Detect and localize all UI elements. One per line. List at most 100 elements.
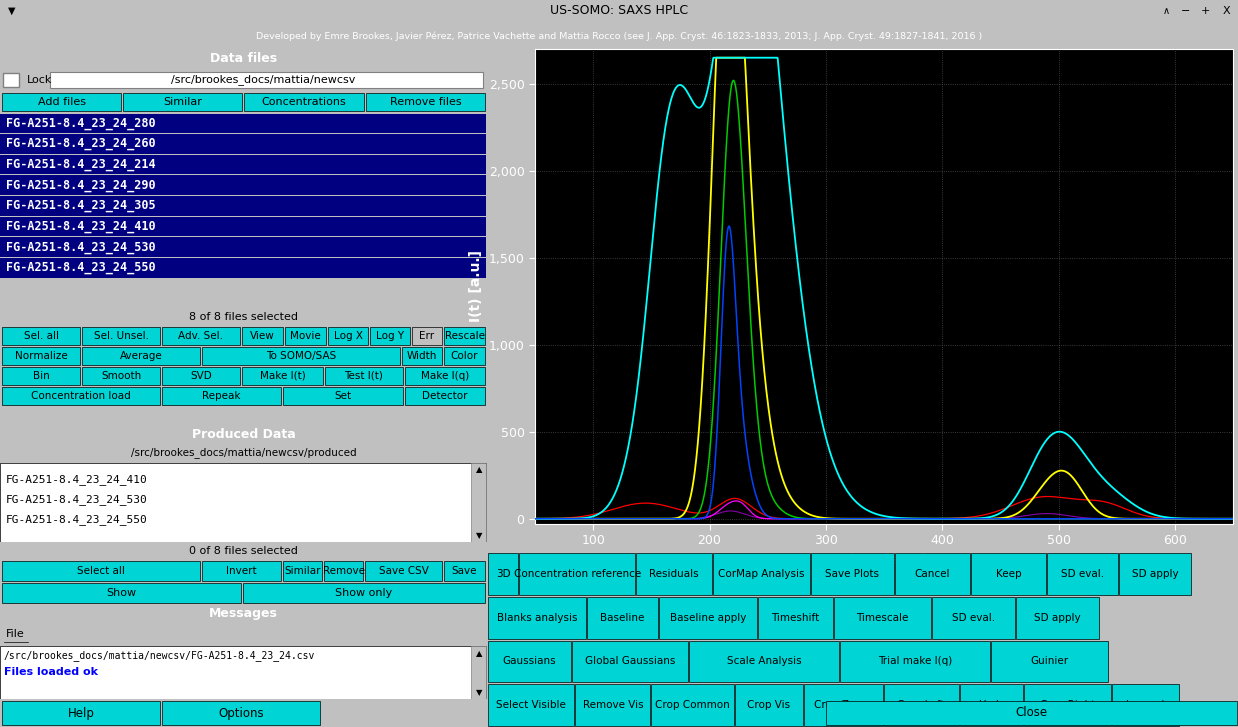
Text: FG-A251-8.4_23_24_305: FG-A251-8.4_23_24_305 [6,199,156,212]
Text: SVD: SVD [191,371,212,381]
Text: FG-A251-8.4_23_24_550: FG-A251-8.4_23_24_550 [6,515,147,526]
Text: Average: Average [120,351,162,361]
FancyBboxPatch shape [841,640,990,682]
Text: +: + [1201,6,1210,16]
FancyBboxPatch shape [82,367,160,385]
FancyBboxPatch shape [2,93,121,111]
Text: −: − [1181,6,1190,16]
Text: ▼: ▼ [475,688,483,697]
FancyBboxPatch shape [470,463,487,542]
FancyBboxPatch shape [0,646,487,699]
Text: Cancel: Cancel [915,569,950,579]
Text: Close: Close [1015,707,1047,720]
Text: Trial make I(q): Trial make I(q) [878,656,952,667]
Text: Select Visible: Select Visible [496,700,566,710]
FancyBboxPatch shape [202,561,281,581]
Text: Rescale: Rescale [444,331,484,341]
Text: Crop Left: Crop Left [898,700,945,710]
FancyBboxPatch shape [833,597,931,638]
Text: Developed by Emre Brookes, Javier Pérez, Patrice Vachette and Mattia Rocco (see : Developed by Emre Brookes, Javier Pérez,… [256,31,982,41]
Text: Color: Color [451,351,478,361]
FancyBboxPatch shape [470,646,487,699]
Text: Files loaded ok: Files loaded ok [4,667,98,677]
FancyBboxPatch shape [2,583,241,603]
Text: Timescale: Timescale [857,613,909,622]
Text: FG-A251-8.4_23_24_260: FG-A251-8.4_23_24_260 [6,137,156,150]
FancyBboxPatch shape [412,327,442,345]
FancyBboxPatch shape [326,367,404,385]
Text: Make I(q): Make I(q) [421,371,469,381]
Text: Guinier: Guinier [1030,656,1068,667]
FancyBboxPatch shape [519,553,635,595]
Text: Residuals: Residuals [649,569,698,579]
Text: ▼: ▼ [475,531,483,540]
FancyBboxPatch shape [488,597,586,638]
Text: Crop Right: Crop Right [1040,700,1096,710]
Text: ▼: ▼ [7,6,16,16]
Text: Remove: Remove [323,566,364,576]
Text: Crop Vis: Crop Vis [748,700,790,710]
FancyBboxPatch shape [488,684,574,726]
Text: Make I(t): Make I(t) [260,371,306,381]
Text: 0 of 8 files selected: 0 of 8 files selected [189,546,298,556]
Text: Bin: Bin [32,371,50,381]
FancyBboxPatch shape [1112,684,1180,726]
Text: Log Y: Log Y [376,331,404,341]
Text: /src/brookes_docs/mattia/newcsv/FG-A251-8.4_23_24.csv: /src/brookes_docs/mattia/newcsv/FG-A251-… [4,651,316,662]
FancyBboxPatch shape [895,553,969,595]
FancyBboxPatch shape [0,196,487,216]
Text: Err: Err [420,331,435,341]
Text: Produced Data: Produced Data [192,427,296,441]
Text: Sel. all: Sel. all [24,331,58,341]
Text: Save Plots: Save Plots [826,569,879,579]
FancyBboxPatch shape [651,684,734,726]
FancyBboxPatch shape [2,387,160,405]
Text: Adv. Sel.: Adv. Sel. [178,331,224,341]
FancyBboxPatch shape [803,684,883,726]
Text: FG-A251-8.4_23_24_290: FG-A251-8.4_23_24_290 [6,179,156,192]
FancyBboxPatch shape [959,684,1024,726]
Text: /src/brookes_docs/mattia/newcsv: /src/brookes_docs/mattia/newcsv [171,75,355,86]
FancyBboxPatch shape [444,327,485,345]
FancyBboxPatch shape [405,387,485,405]
Text: Concentration load: Concentration load [31,391,131,401]
FancyBboxPatch shape [690,640,839,682]
Text: FG-A251-8.4_23_24_550: FG-A251-8.4_23_24_550 [6,261,156,274]
FancyBboxPatch shape [992,640,1108,682]
Text: Undo: Undo [978,700,1005,710]
Text: X: X [1222,6,1231,16]
FancyBboxPatch shape [50,72,483,88]
Text: CorMap Analysis: CorMap Analysis [718,569,805,579]
Text: Concentration reference: Concentration reference [514,569,641,579]
Text: FG-A251-8.4_23_24_530: FG-A251-8.4_23_24_530 [6,241,156,254]
Text: FG-A251-8.4_23_24_214: FG-A251-8.4_23_24_214 [6,158,156,171]
Text: FG-A251-8.4_23_24_280: FG-A251-8.4_23_24_280 [6,117,156,130]
Text: SD eval.: SD eval. [1061,569,1104,579]
FancyBboxPatch shape [636,553,712,595]
Text: Lock: Lock [27,75,52,85]
Text: FG-A251-8.4_23_24_410: FG-A251-8.4_23_24_410 [6,220,156,233]
Text: Save CSV: Save CSV [379,566,428,576]
FancyBboxPatch shape [713,553,810,595]
Text: Test I(t): Test I(t) [344,371,384,381]
FancyBboxPatch shape [0,258,487,278]
FancyBboxPatch shape [1025,684,1110,726]
FancyBboxPatch shape [1016,597,1098,638]
Text: Crop Zeros: Crop Zeros [815,700,872,710]
FancyBboxPatch shape [488,553,517,595]
FancyBboxPatch shape [488,640,571,682]
FancyBboxPatch shape [971,553,1046,595]
FancyBboxPatch shape [241,327,284,345]
FancyBboxPatch shape [758,597,833,638]
Text: Remove Vis: Remove Vis [583,700,644,710]
FancyBboxPatch shape [0,217,487,236]
FancyBboxPatch shape [202,347,400,365]
FancyBboxPatch shape [0,175,487,195]
Text: Legend: Legend [1127,700,1165,710]
Text: Blanks analysis: Blanks analysis [496,613,577,622]
FancyBboxPatch shape [162,327,240,345]
Text: Keep: Keep [995,569,1021,579]
FancyBboxPatch shape [162,367,240,385]
FancyBboxPatch shape [811,553,894,595]
FancyBboxPatch shape [285,327,326,345]
